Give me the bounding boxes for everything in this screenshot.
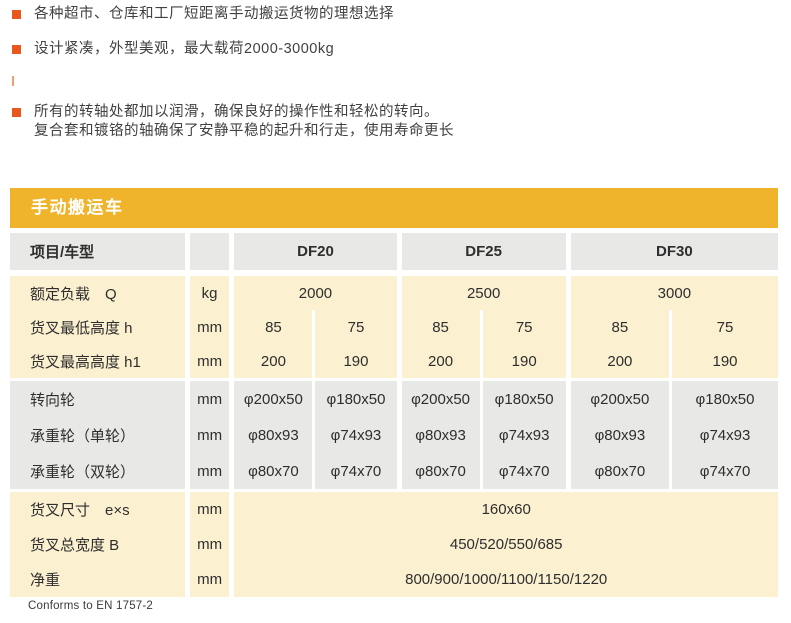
- header-model-df30: DF30: [568, 233, 778, 273]
- table-row-load-wheel-single: 承重轮（单轮） mm φ80x93 φ74x93 φ80x93 φ74x93 φ…: [10, 417, 778, 453]
- spec-value-cell: φ80x70: [399, 453, 483, 491]
- feature-text: 所有的转轴处都加以润滑，确保良好的操作性和轻松的转向。 复合套和镀铬的轴确保了安…: [34, 103, 454, 141]
- spec-value-cell: φ74x93: [670, 417, 778, 453]
- spec-value-cell: φ200x50: [568, 378, 673, 417]
- feature-bullet-item: 所有的转轴处都加以润滑，确保良好的操作性和轻松的转向。 复合套和镀铬的轴确保了安…: [10, 103, 780, 141]
- unit-cell: mm: [187, 527, 235, 562]
- unit-cell: mm: [187, 417, 235, 453]
- spec-value-cell: φ74x70: [313, 453, 402, 491]
- unit-cell: mm: [187, 344, 235, 380]
- feature-bullet-item: 各种超市、仓库和工厂短距离手动搬运货物的理想选择: [10, 5, 780, 24]
- spec-value-cell: φ80x70: [568, 453, 673, 491]
- table-row-rated-load: 额定负载 Q kg 2000 2500 3000: [10, 270, 778, 310]
- table-title: 手动搬运车: [31, 198, 124, 217]
- unit-cell: kg: [187, 270, 235, 310]
- spec-value-cell: 200: [231, 344, 316, 380]
- spec-value-cell: 190: [313, 344, 402, 380]
- unit-cell: mm: [187, 453, 235, 491]
- spec-value-cell: φ80x93: [568, 417, 673, 453]
- header-model-df25: DF25: [399, 233, 571, 273]
- spec-table: 项目/车型 DF20 DF25 DF30 额定负载 Q kg 2000 2500…: [10, 233, 778, 597]
- spec-value-cell: φ74x93: [313, 417, 402, 453]
- table-row-net-weight: 净重 mm 800/900/1000/1100/1150/1220: [10, 562, 778, 597]
- table-row-max-fork-height: 货叉最高高度 h1 mm 200 190 200 190 200 190: [10, 344, 778, 380]
- spec-value-cell: φ200x50: [231, 378, 316, 417]
- row-label: 货叉总宽度 B: [10, 527, 190, 562]
- spec-value-cell: 800/900/1000/1100/1150/1220: [231, 562, 778, 597]
- bullet-square-icon: [12, 10, 21, 19]
- spec-value-cell: 200: [568, 344, 673, 380]
- spec-value-cell: 2000: [231, 270, 402, 310]
- header-model-df20: DF20: [231, 233, 402, 273]
- spec-value-cell: φ74x93: [481, 417, 571, 453]
- table-row-fork-width: 货叉总宽度 B mm 450/520/550/685: [10, 527, 778, 562]
- bullet-square-icon: [12, 45, 21, 54]
- unit-cell: mm: [187, 562, 235, 597]
- feature-text: 设计紧凑，外型美观，最大载荷2000-3000kg: [34, 41, 335, 57]
- spec-value-cell: 190: [481, 344, 571, 380]
- header-item-model: 项目/车型: [10, 233, 190, 273]
- conformance-note: Conforms to EN 1757-2: [28, 600, 154, 612]
- spec-value-cell: φ74x70: [670, 453, 778, 491]
- feature-bullet-item: 设计紧凑，外型美观，最大载荷2000-3000kg: [10, 40, 780, 59]
- table-row-fork-size: 货叉尺寸 e×s mm 160x60: [10, 489, 778, 527]
- table-row-load-wheel-double: 承重轮（双轮） mm φ80x70 φ74x70 φ80x70 φ74x70 φ…: [10, 453, 778, 491]
- row-label: 转向轮: [10, 378, 190, 417]
- row-label: 承重轮（单轮）: [10, 417, 190, 453]
- orange-tick-mark: [12, 76, 14, 86]
- spec-value-cell: 75: [670, 310, 778, 344]
- spec-value-cell: 3000: [568, 270, 778, 310]
- spec-value-cell: 85: [231, 310, 316, 344]
- spec-value-cell: 75: [481, 310, 571, 344]
- unit-cell: mm: [187, 310, 235, 344]
- row-label: 货叉尺寸 e×s: [10, 489, 190, 527]
- spec-value-cell: φ74x70: [481, 453, 571, 491]
- spec-value-cell: 160x60: [231, 489, 778, 527]
- spec-value-cell: 450/520/550/685: [231, 527, 778, 562]
- unit-cell: mm: [187, 489, 235, 527]
- row-label: 货叉最高高度 h1: [10, 344, 190, 380]
- row-label: 额定负载 Q: [10, 270, 190, 310]
- unit-cell: mm: [187, 378, 235, 417]
- row-label: 净重: [10, 562, 190, 597]
- bullet-square-icon: [12, 108, 21, 117]
- spec-value-cell: 85: [399, 310, 483, 344]
- spec-value-cell: 85: [568, 310, 673, 344]
- feature-text-line2: 复合套和镀铬的轴确保了安静平稳的起升和行走，使用寿命更长: [34, 123, 454, 139]
- header-unit-cell: [187, 233, 235, 273]
- spec-value-cell: 190: [670, 344, 778, 380]
- table-row-steering-wheel: 转向轮 mm φ200x50 φ180x50 φ200x50 φ180x50 φ…: [10, 378, 778, 417]
- table-row-min-fork-height: 货叉最低高度 h mm 85 75 85 75 85 75: [10, 310, 778, 344]
- spec-table-section: 手动搬运车 项目/车型 DF20 DF25 DF30 额定负载 Q kg 200…: [10, 188, 778, 597]
- spec-value-cell: φ80x70: [231, 453, 316, 491]
- row-label: 承重轮（双轮）: [10, 453, 190, 491]
- table-header-row: 项目/车型 DF20 DF25 DF30: [10, 233, 778, 273]
- spec-value-cell: φ180x50: [481, 378, 571, 417]
- spec-value-cell: 200: [399, 344, 483, 380]
- feature-text-line1: 所有的转轴处都加以润滑，确保良好的操作性和轻松的转向。: [34, 104, 439, 120]
- spec-value-cell: φ180x50: [670, 378, 778, 417]
- spec-value-cell: φ80x93: [231, 417, 316, 453]
- spec-value-cell: φ180x50: [313, 378, 402, 417]
- spec-value-cell: φ80x93: [399, 417, 483, 453]
- feature-text: 各种超市、仓库和工厂短距离手动搬运货物的理想选择: [34, 6, 394, 22]
- spec-value-cell: 2500: [399, 270, 571, 310]
- row-label: 货叉最低高度 h: [10, 310, 190, 344]
- spec-value-cell: 75: [313, 310, 402, 344]
- spec-value-cell: φ200x50: [399, 378, 483, 417]
- table-title-band: 手动搬运车: [10, 188, 778, 228]
